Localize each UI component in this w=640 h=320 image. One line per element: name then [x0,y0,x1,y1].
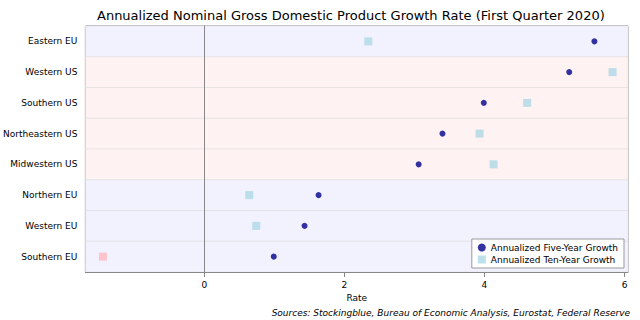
svg-text:Annualized Nominal Gross Domes: Annualized Nominal Gross Domestic Produc… [97,8,605,23]
svg-text:Northern EU: Northern EU [22,190,77,200]
svg-text:Midwestern US: Midwestern US [10,159,77,169]
svg-text:4: 4 [482,280,488,290]
svg-text:Eastern EU: Eastern EU [28,36,77,46]
svg-text:Western EU: Western EU [25,221,77,231]
svg-text:0: 0 [202,280,208,290]
svg-text:6: 6 [622,280,628,290]
svg-text:2: 2 [342,280,348,290]
svg-text:Rate: Rate [346,293,367,303]
svg-text:Southern EU: Southern EU [21,252,77,262]
svg-text:Western US: Western US [25,67,77,77]
svg-text:Southern US: Southern US [21,98,77,108]
svg-text:Sources: Stockingblue, Bureau: Sources: Stockingblue, Bureau of Economi… [272,308,631,318]
svg-text:Annualized Five-Year Growth: Annualized Five-Year Growth [491,243,618,253]
svg-text:Northeastern US: Northeastern US [3,129,78,139]
svg-text:Annualized Ten-Year Growth: Annualized Ten-Year Growth [491,255,616,265]
